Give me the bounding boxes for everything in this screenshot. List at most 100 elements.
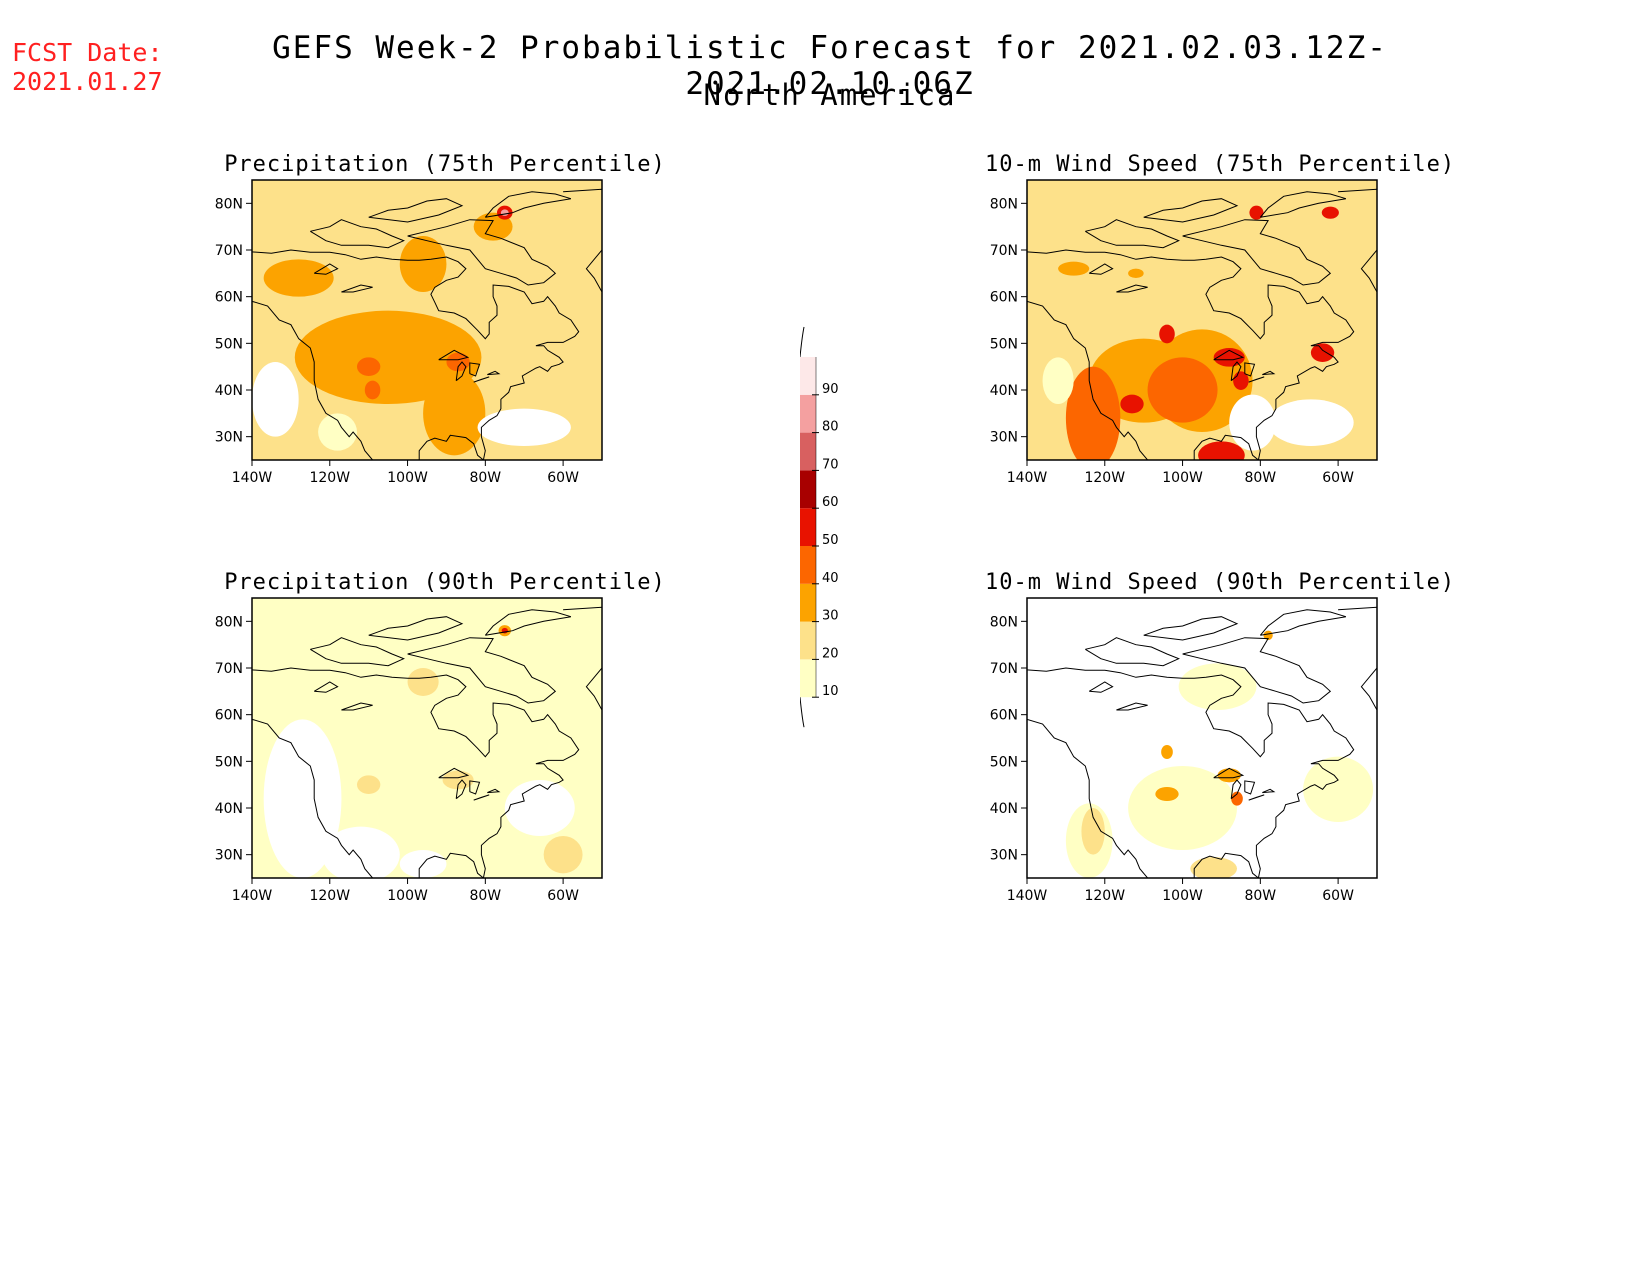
lat-tick-label: 70N bbox=[215, 661, 243, 677]
lon-tick-label: 60W bbox=[547, 888, 579, 904]
lat-tick-label: 70N bbox=[215, 243, 243, 259]
colorbar-swatch bbox=[800, 394, 816, 433]
coastline bbox=[1262, 370, 1276, 376]
lat-tick-label: 50N bbox=[215, 336, 243, 352]
coastline bbox=[1338, 606, 1377, 711]
lon-tick-label: 60W bbox=[1322, 888, 1354, 904]
coastline bbox=[1088, 681, 1114, 693]
probability-contour bbox=[1178, 663, 1257, 710]
coastline bbox=[1027, 718, 1148, 878]
coastline bbox=[1143, 198, 1239, 223]
lat-tick-label: 30N bbox=[215, 430, 243, 446]
probability-contour bbox=[504, 780, 575, 836]
coastline bbox=[313, 263, 339, 275]
map-frame bbox=[1026, 597, 1378, 879]
forecast-date-label: FCST Date: bbox=[12, 38, 163, 67]
coastline bbox=[1230, 361, 1242, 382]
lon-tick-label: 120W bbox=[1084, 888, 1125, 904]
lat-tick-label: 50N bbox=[990, 754, 1018, 770]
coastline bbox=[368, 198, 464, 223]
probability-contour bbox=[407, 668, 439, 696]
lon-tick-label: 140W bbox=[1007, 888, 1048, 904]
probability-contour bbox=[322, 826, 400, 878]
coastline bbox=[1244, 780, 1256, 795]
lat-tick-label: 60N bbox=[990, 708, 1018, 724]
lat-tick-label: 50N bbox=[215, 754, 243, 770]
colorbar-swatch bbox=[800, 508, 816, 546]
probability-contour bbox=[357, 775, 381, 794]
page-title: GEFS Week-2 Probabilistic Forecast for 2… bbox=[272, 30, 1388, 102]
colorbar-swatch bbox=[800, 583, 816, 622]
colorbar-swatch bbox=[800, 470, 816, 509]
coastline bbox=[1262, 788, 1276, 794]
lat-tick-label: 70N bbox=[990, 243, 1018, 259]
colorbar-label: 10 bbox=[822, 684, 839, 699]
probability-contour bbox=[1190, 857, 1237, 878]
lon-tick-label: 80W bbox=[1244, 888, 1276, 904]
coastline bbox=[252, 718, 373, 878]
coastline bbox=[563, 606, 602, 711]
coastline bbox=[1182, 637, 1332, 704]
coastline bbox=[1182, 219, 1332, 286]
colorbar-swatch bbox=[800, 621, 816, 660]
probability-contour bbox=[1303, 756, 1374, 822]
coastline bbox=[1027, 667, 1355, 878]
colorbar-label: 50 bbox=[822, 533, 839, 548]
probability-contour bbox=[1229, 394, 1276, 451]
probability-contour bbox=[1120, 394, 1144, 414]
coastline bbox=[1085, 637, 1180, 667]
coastline bbox=[1116, 702, 1148, 711]
coastline bbox=[438, 349, 470, 361]
coastline bbox=[1338, 188, 1377, 293]
lon-tick-label: 80W bbox=[1244, 470, 1276, 486]
coastline bbox=[563, 188, 602, 293]
probability-contour bbox=[1198, 441, 1245, 460]
coastline bbox=[455, 779, 467, 800]
coastline bbox=[1085, 219, 1180, 249]
colorbar-cap-bottom bbox=[800, 697, 805, 728]
panel-title: Precipitation (75th Percentile) bbox=[224, 152, 666, 177]
lat-tick-label: 60N bbox=[215, 290, 243, 306]
coastline bbox=[341, 702, 373, 711]
lat-tick-label: 50N bbox=[990, 336, 1018, 352]
map-precip-75: 80N 70N 60N 50N 40N 30N 140W 120W 100W 80W 60W bbox=[215, 179, 603, 486]
lon-tick-label: 100W bbox=[387, 470, 428, 486]
panel-wind-90: 10-m Wind Speed (90th Percentile) 80N 70N… bbox=[985, 568, 1454, 938]
coastline bbox=[484, 191, 572, 218]
lon-tick-label: 100W bbox=[387, 888, 428, 904]
coastline bbox=[310, 219, 405, 249]
probability-contour bbox=[263, 259, 334, 297]
coastline bbox=[1244, 362, 1256, 377]
coastline bbox=[455, 361, 467, 382]
lon-tick-label: 140W bbox=[1007, 470, 1048, 486]
map-wind-75: 80N 70N 60N 50N 40N 30N 140W 120W 100W 80W 60W bbox=[990, 179, 1378, 486]
coastline bbox=[1088, 263, 1114, 275]
coastline bbox=[252, 300, 373, 460]
probability-contour bbox=[1065, 366, 1121, 460]
coastline bbox=[252, 667, 580, 878]
coastline bbox=[1143, 616, 1239, 641]
lat-tick-label: 80N bbox=[215, 196, 243, 212]
probability-contour bbox=[263, 719, 342, 878]
probability-contour bbox=[364, 380, 381, 400]
panel-wind-75: 10-m Wind Speed (75th Percentile) 80N 70N… bbox=[985, 150, 1454, 520]
probability-contour bbox=[357, 357, 381, 376]
probability-contour bbox=[1321, 206, 1339, 219]
lon-tick-label: 100W bbox=[1162, 470, 1203, 486]
colorbar-label: 60 bbox=[822, 495, 839, 510]
coastline bbox=[1248, 794, 1265, 801]
colorbar-label: 30 bbox=[822, 609, 839, 624]
colorbar: 10 20 30 40 50 60 70 80 90 bbox=[800, 326, 839, 728]
coastline bbox=[407, 219, 557, 286]
probability-contour bbox=[446, 352, 470, 372]
lon-tick-label: 60W bbox=[1322, 470, 1354, 486]
map-frame bbox=[251, 179, 603, 461]
probability-contour bbox=[1159, 324, 1175, 344]
lat-tick-label: 70N bbox=[990, 661, 1018, 677]
probability-contour bbox=[423, 371, 486, 456]
lon-tick-label: 120W bbox=[309, 888, 350, 904]
coastline bbox=[473, 376, 490, 383]
coastline bbox=[1213, 767, 1245, 779]
probability-contour bbox=[1249, 205, 1264, 220]
lat-tick-label: 40N bbox=[215, 383, 243, 399]
